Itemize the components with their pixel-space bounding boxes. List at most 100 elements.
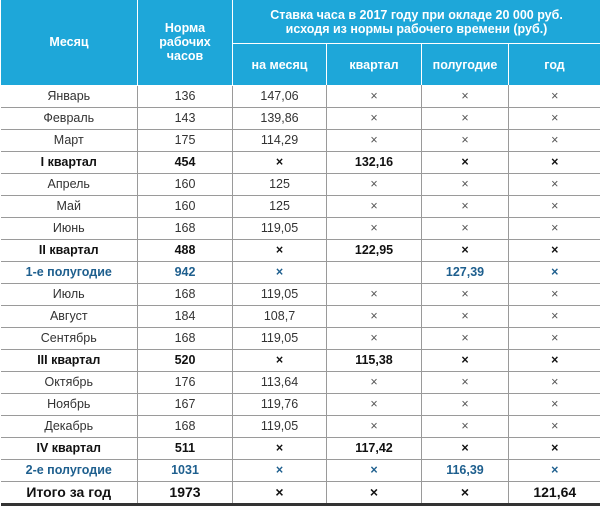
cell-norm-hours: 136 — [137, 85, 233, 108]
cell-rate-quarter: × — [326, 415, 422, 438]
cell-rate-half-year: × — [421, 85, 509, 108]
cell-rate-quarter: 115,38 — [326, 349, 422, 372]
cell-month: Октябрь — [0, 371, 138, 394]
cell-rate-year: × — [507, 173, 600, 196]
cell-rate-quarter: × — [326, 173, 422, 196]
cell-rate-year: × — [507, 195, 600, 218]
cell-rate-month: 119,05 — [232, 327, 327, 350]
header-per-month: на месяц — [232, 43, 327, 85]
cell-norm-hours: 454 — [137, 151, 233, 174]
cell-rate-month: 139,86 — [232, 107, 327, 130]
cell-norm-hours: 160 — [137, 195, 233, 218]
cell-rate-month: × — [232, 239, 327, 262]
cell-month: IV квартал — [0, 437, 138, 460]
cell-rate-year: × — [507, 327, 600, 350]
cell-rate-month: 119,05 — [232, 217, 327, 240]
cell-rate-month: × — [232, 437, 327, 460]
cell-norm-hours: 175 — [137, 129, 233, 152]
cell-rate-year: × — [507, 217, 600, 240]
cell-rate-half-year: × — [421, 217, 509, 240]
cell-rate-half-year: 127,39 — [421, 261, 509, 284]
cell-rate-half-year: × — [421, 371, 509, 394]
cell-rate-month: 113,64 — [232, 371, 327, 394]
cell-rate-quarter: × — [326, 195, 422, 218]
cell-rate-half-year: × — [421, 173, 509, 196]
cell-rate-quarter: × — [326, 371, 422, 394]
cell-rate-year: × — [507, 349, 600, 372]
cell-rate-year: × — [507, 239, 600, 262]
cell-rate-month: 119,05 — [232, 415, 327, 438]
cell-rate-quarter: × — [326, 459, 422, 482]
cell-rate-half-year: × — [421, 129, 509, 152]
cell-rate-quarter — [326, 261, 422, 284]
cell-month: Ноябрь — [0, 393, 138, 416]
cell-norm-hours: 1973 — [137, 481, 233, 506]
table-row: 1-е полугодие 942 × 127,39 × — [0, 261, 600, 284]
header-norm-hours: Норма рабочих часов — [137, 0, 233, 86]
table-row: Сентябрь 168 119,05 × × × — [0, 327, 600, 350]
cell-rate-quarter: 122,95 — [326, 239, 422, 262]
table-row: Ноябрь 167 119,76 × × × — [0, 393, 600, 416]
cell-rate-half-year: × — [421, 481, 509, 506]
cell-norm-hours: 184 — [137, 305, 233, 328]
cell-rate-half-year: × — [421, 327, 509, 350]
cell-rate-half-year: × — [421, 305, 509, 328]
cell-month: Август — [0, 305, 138, 328]
cell-norm-hours: 176 — [137, 371, 233, 394]
cell-rate-month: 114,29 — [232, 129, 327, 152]
table-row: Май 160 125 × × × — [0, 195, 600, 218]
cell-rate-month: 119,76 — [232, 393, 327, 416]
cell-month: Декабрь — [0, 415, 138, 438]
cell-rate-half-year: × — [421, 239, 509, 262]
cell-norm-hours: 1031 — [137, 459, 233, 482]
cell-norm-hours: 167 — [137, 393, 233, 416]
header-rate-group: Ставка часа в 2017 году при окладе 20 00… — [231, 0, 600, 44]
cell-rate-year: × — [507, 283, 600, 306]
cell-rate-year: × — [507, 371, 600, 394]
cell-rate-month: 125 — [232, 173, 327, 196]
cell-rate-year: × — [507, 415, 600, 438]
header-half-year: полугодие — [421, 43, 509, 85]
cell-rate-year: × — [507, 305, 600, 328]
header-year: год — [507, 43, 600, 85]
table-row: Итого за год 1973 × × × 121,64 — [0, 481, 600, 506]
cell-rate-half-year: × — [421, 415, 509, 438]
table-row: II квартал 488 × 122,95 × × — [0, 239, 600, 262]
cell-rate-month: × — [232, 349, 327, 372]
cell-norm-hours: 143 — [137, 107, 233, 130]
table-row: IV квартал 511 × 117,42 × × — [0, 437, 600, 460]
table-row: 2-е полугодие 1031 × × 116,39 × — [0, 459, 600, 482]
cell-norm-hours: 168 — [137, 327, 233, 350]
table-row: Июль 168 119,05 × × × — [0, 283, 600, 306]
hourly-rate-table: Месяц Норма рабочих часов Ставка часа в … — [0, 0, 600, 506]
cell-rate-month: × — [232, 459, 327, 482]
cell-month: Февраль — [0, 107, 138, 130]
cell-rate-month: × — [232, 481, 327, 506]
cell-rate-half-year: × — [421, 283, 509, 306]
cell-rate-quarter: × — [326, 283, 422, 306]
cell-rate-year: × — [507, 261, 600, 284]
cell-rate-half-year: 116,39 — [421, 459, 509, 482]
cell-rate-year: × — [507, 393, 600, 416]
table-row: III квартал 520 × 115,38 × × — [0, 349, 600, 372]
cell-month: Июнь — [0, 217, 138, 240]
cell-rate-year: × — [507, 459, 600, 482]
cell-norm-hours: 168 — [137, 283, 233, 306]
cell-rate-quarter: × — [326, 217, 422, 240]
cell-rate-month: × — [232, 261, 327, 284]
cell-norm-hours: 942 — [137, 261, 233, 284]
table-row: Октябрь 176 113,64 × × × — [0, 371, 600, 394]
cell-rate-quarter: × — [326, 107, 422, 130]
table-row: Февраль 143 139,86 × × × — [0, 107, 600, 130]
cell-month: Итого за год — [0, 481, 138, 506]
cell-month: Май — [0, 195, 138, 218]
cell-month: Сентябрь — [0, 327, 138, 350]
cell-norm-hours: 520 — [137, 349, 233, 372]
table-row: Декабрь 168 119,05 × × × — [0, 415, 600, 438]
cell-month: II квартал — [0, 239, 138, 262]
cell-rate-year: × — [507, 151, 600, 174]
cell-month: Январь — [0, 85, 138, 108]
cell-rate-month: 119,05 — [232, 283, 327, 306]
cell-month: 1-е полугодие — [0, 261, 138, 284]
cell-norm-hours: 160 — [137, 173, 233, 196]
